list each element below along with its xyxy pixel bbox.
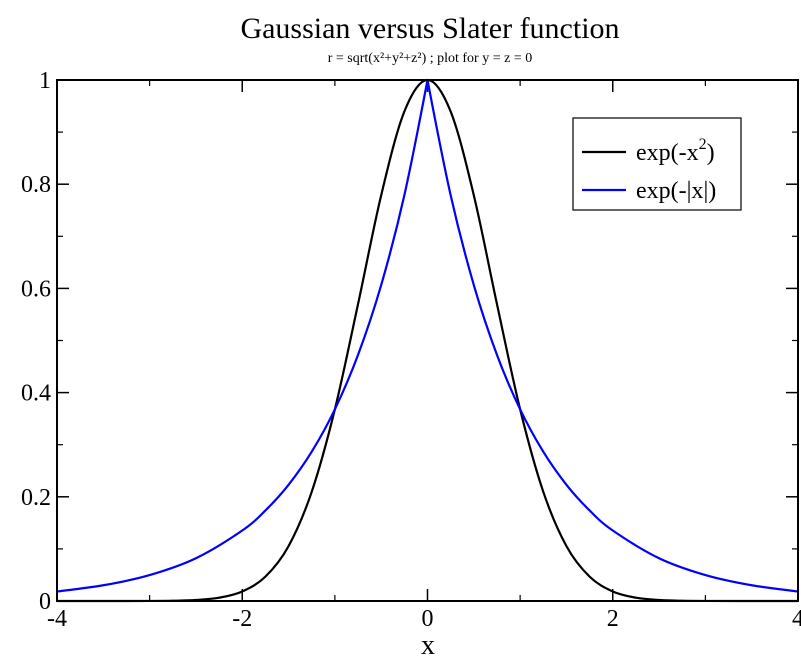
legend-label-gaussian-base: exp(-x	[636, 140, 699, 166]
y-tick-label: 0.2	[21, 485, 51, 511]
legend-label-gaussian-sup: 2	[699, 136, 707, 153]
y-tick-label: 0	[39, 589, 51, 615]
legend-label-gaussian-close: )	[707, 140, 715, 166]
legend-label-slater: exp(-|x|)	[636, 178, 716, 204]
chart-subtitle: r = sqrt(x²+y²+z²) ; plot for y = z = 0	[328, 51, 532, 66]
legend-label-gaussian: exp(-x2)	[636, 136, 715, 166]
y-tick-label: 0.6	[21, 276, 51, 302]
plot-frame	[56, 79, 799, 602]
x-axis-label: x	[421, 630, 435, 658]
x-tick-label: -2	[232, 606, 252, 632]
plot-frame-rect	[56, 79, 799, 602]
x-tick-label: -4	[47, 606, 67, 632]
y-tick-label: 0.4	[21, 381, 51, 407]
y-tick-label: 1	[39, 68, 51, 94]
chart-title: Gaussian versus Slater function	[240, 12, 619, 45]
x-tick-label: 4	[792, 606, 801, 632]
y-tick-label: 0.8	[21, 172, 51, 198]
legend: exp(-x2) exp(-|x|)	[572, 117, 742, 211]
x-tick-label: 2	[607, 606, 619, 632]
legend-box	[572, 117, 742, 211]
x-tick-label: 0	[422, 606, 434, 632]
axes: -4 -2 0 2 4 0 0.2 0.4 0.6 0.8 1	[21, 68, 801, 632]
